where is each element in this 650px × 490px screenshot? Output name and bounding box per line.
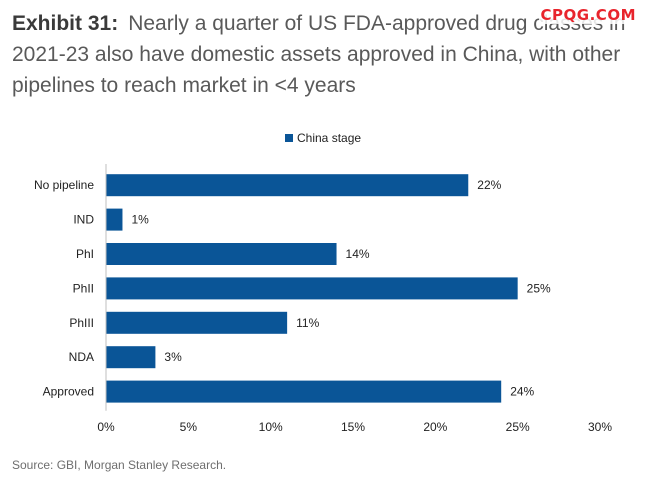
- title-text: Nearly a quarter of US FDA-approved drug…: [12, 12, 626, 97]
- data-label: 22%: [477, 178, 501, 192]
- bar-nda: [106, 346, 156, 369]
- data-label: 24%: [510, 385, 534, 399]
- bar-ind: [106, 208, 123, 231]
- legend-swatch: [285, 134, 293, 142]
- category-label: Approved: [43, 385, 94, 399]
- bar-phi: [106, 243, 337, 265]
- category-label: NDA: [69, 350, 94, 364]
- category-label: No pipeline: [34, 178, 94, 192]
- x-tick-label: 10%: [259, 420, 283, 434]
- data-label: 3%: [164, 350, 182, 364]
- x-tick-label: 5%: [180, 420, 198, 434]
- x-tick-label: 30%: [588, 420, 612, 434]
- bar-no-pipeline: [106, 174, 469, 197]
- legend-label: China stage: [297, 131, 361, 145]
- bar-phiii: [106, 311, 288, 334]
- x-tick-label: 0%: [97, 420, 115, 434]
- source-note: Source: GBI, Morgan Stanley Research.: [12, 458, 227, 472]
- data-label: 14%: [346, 247, 370, 261]
- category-label: PhII: [73, 281, 94, 295]
- x-tick-label: 25%: [506, 420, 530, 434]
- x-tick-label: 15%: [341, 420, 365, 434]
- data-label: 1%: [131, 213, 149, 227]
- category-label: PhIII: [69, 316, 94, 330]
- bar-approved: [106, 380, 502, 403]
- chart-title: Exhibit 31: Nearly a quarter of US FDA-ap…: [12, 8, 640, 101]
- category-label: PhI: [76, 247, 94, 261]
- data-label: 25%: [527, 281, 551, 295]
- exhibit-label: Exhibit 31:: [12, 12, 119, 35]
- category-label: IND: [73, 213, 94, 227]
- x-tick-label: 20%: [423, 420, 447, 434]
- data-label: 11%: [296, 316, 319, 330]
- bar-phii: [106, 277, 518, 300]
- bar-chart: China stage No pipeline 22% IND 1% PhI 14% PhII…: [34, 131, 612, 434]
- watermark-logo: CPQG.COM: [538, 6, 638, 24]
